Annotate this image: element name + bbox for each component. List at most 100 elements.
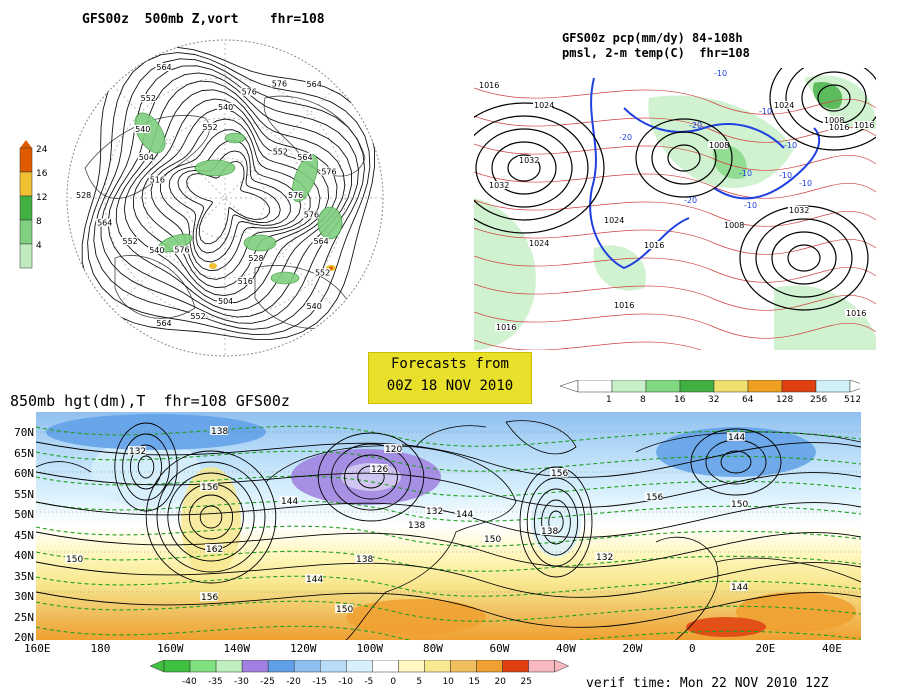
isobar-label: 1016: [829, 123, 849, 132]
height-contour: [177, 150, 281, 254]
contour-label: 564: [156, 63, 171, 72]
latitude-label: 30N: [14, 590, 34, 603]
temperature-contour: [474, 143, 876, 171]
isobar: [635, 118, 733, 198]
colorbar-segment: [398, 660, 425, 673]
height-label: 156: [646, 493, 663, 503]
height-label: 144: [281, 497, 298, 507]
isobar-label: 1024: [529, 239, 549, 248]
colorbar-label: 15: [468, 677, 479, 687]
latitude-label: 70N: [14, 426, 34, 439]
polar-colorbar: 24 16 12 8 4: [19, 140, 48, 269]
contour-label: 576: [272, 79, 287, 88]
latitude-label: 20N: [14, 631, 34, 644]
colorbar-segment: [19, 195, 33, 221]
contour-label: 552: [202, 123, 217, 132]
colorbar-label: -10: [338, 677, 353, 687]
height-label: 144: [731, 583, 748, 593]
contour-label: 552: [315, 268, 330, 277]
temperature-label: -20: [689, 121, 702, 130]
verif-time: verif time: Mon 22 NOV 2010 12Z: [586, 676, 829, 691]
height-contour: [115, 80, 346, 311]
colorbar-segment: [267, 660, 295, 673]
contour-label: 576: [242, 88, 257, 97]
h850-colorbar: -40 -35 -30 -25 -20 -15 -10 -5 0 5 10 15 20 25: [150, 660, 570, 687]
height-label: 138: [356, 555, 373, 565]
colorbar-segment: [502, 660, 529, 673]
longitude-label: 100W: [356, 642, 384, 655]
height-contour: [107, 72, 353, 318]
height-contour: [519, 466, 593, 578]
temperature-contour: [474, 283, 876, 311]
colorbar-label: 24: [36, 145, 48, 155]
height-contour: [188, 494, 234, 540]
colorbar-cap: [849, 380, 860, 393]
height-contour: [36, 471, 861, 508]
colorbar-label: 4: [36, 241, 42, 251]
longitude-label: 0: [689, 642, 696, 655]
height-contour: [720, 450, 752, 474]
colorbar-cap: [150, 660, 165, 673]
contour-label: 564: [307, 80, 322, 89]
contour-label: 540: [149, 246, 164, 255]
height-contour: [36, 441, 861, 478]
longitude-label: 40W: [556, 642, 576, 655]
isobar-label: 1024: [774, 101, 794, 110]
longitude-label: 140W: [223, 642, 251, 655]
temperature-label: -10: [739, 169, 752, 178]
height-contour: [36, 501, 861, 538]
temperature-label: -10: [714, 69, 727, 78]
height-contour: [36, 561, 861, 598]
height-label: 126: [371, 465, 388, 475]
height-contour: [81, 46, 376, 341]
isobar-label: 1032: [789, 206, 809, 215]
temperature-contour: [36, 550, 861, 572]
temperature-contour: [474, 199, 876, 227]
temperature-label: -10: [799, 179, 812, 188]
colorbar-cap: [560, 380, 579, 393]
colorbar-label: -15: [312, 677, 327, 687]
forecast-stamp-line2: 00Z 18 NOV 2010: [386, 378, 514, 394]
longitude-label: 40E: [822, 642, 842, 655]
latitude-label: 50N: [14, 508, 34, 521]
isobar: [787, 244, 821, 272]
temperature-label: -20: [619, 133, 632, 142]
temperature-contour: [36, 425, 861, 447]
height-label: 150: [731, 500, 748, 510]
isobar: [491, 141, 557, 195]
colorbar-segment: [293, 660, 321, 673]
latitude-label: 35N: [14, 569, 34, 583]
colorbar-segment: [19, 243, 33, 269]
contour-label: 564: [297, 153, 312, 162]
colorbar-segment: [215, 660, 243, 673]
contour-label: 504: [218, 297, 233, 306]
height-contour: [36, 591, 861, 628]
colorbar-segment: [450, 660, 477, 673]
latitude-label: 65N: [14, 446, 34, 460]
height-contour: [533, 488, 579, 556]
colorbar-segment: [19, 171, 33, 197]
height-label: 132: [426, 507, 443, 517]
isobar-label: 1016: [614, 301, 634, 310]
colorbar-label: 5: [416, 677, 422, 687]
height-label: 150: [66, 555, 83, 565]
colorbar-segment: [19, 147, 33, 173]
height-contour: [122, 433, 170, 501]
colorbar-label: 16: [36, 169, 48, 179]
polar-500mb-map: 576 576 564 552 540 528 516 504 552 564 576 540 552 5…: [66, 39, 384, 357]
colorbar-segment: [372, 660, 399, 673]
temperature-label: -10: [784, 141, 797, 150]
isobar-label: 1016: [496, 323, 516, 332]
contour-label: 540: [135, 125, 150, 134]
forecast-stamp-line1: Forecasts from: [390, 356, 509, 372]
colorbar-label: -30: [234, 677, 249, 687]
height-label: 138: [408, 521, 425, 531]
colorbar-label: 16: [674, 395, 686, 405]
contour-label: 576: [321, 167, 336, 176]
height-contour: [199, 505, 223, 529]
colorbar-label: -40: [182, 677, 197, 687]
colorbar-segment: [747, 380, 783, 393]
precip-title-line1: GFS00z pcp(mm/dy) 84-108h: [562, 31, 743, 45]
temperature-contour: [36, 600, 861, 622]
colorbar-label: -5: [364, 677, 373, 687]
